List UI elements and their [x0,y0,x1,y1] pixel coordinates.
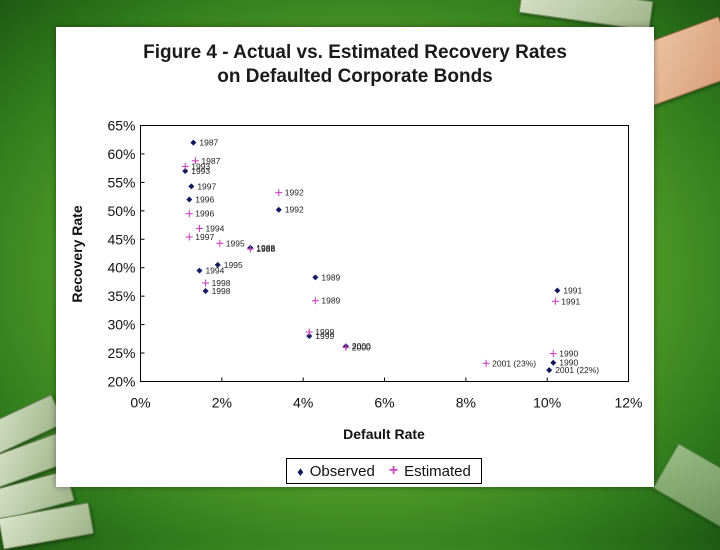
y-tick-label: 40% [107,260,135,276]
estimated-point [185,233,193,241]
observed-marker-icon: ♦ [297,463,304,479]
estimated-point [305,328,313,336]
observed-point-label: 1993 [191,166,210,176]
observed-point-label: 1999 [315,331,334,341]
estimated-point-label: 1987 [201,156,220,166]
y-tick-label: 65% [107,118,135,134]
y-axis-label: Recovery Rate [69,205,85,302]
observed-point-label: 1990 [559,358,578,368]
x-tick-label: 6% [374,395,394,411]
y-tick-label: 55% [107,174,135,190]
x-tick-label: 12% [614,395,642,411]
observed-point [190,139,197,146]
estimated-point [185,210,193,218]
estimated-point-label: 1988 [256,244,275,254]
observed-point [196,267,203,274]
scatter-chart: 20% 25% 30% 35% 40% 45% 50% 55% 60% 65% 0% 2% 4% 6% 8… [69,118,643,443]
estimated-point-label: 1992 [285,188,304,198]
y-axis-ticks: 20% 25% 30% 35% 40% 45% 50% 55% 60% 65% [107,118,145,390]
estimated-point-label: 1997 [195,232,214,242]
observed-point-label: 1997 [197,181,216,191]
estimated-point-label: 1990 [559,349,578,359]
estimated-point [202,279,210,287]
legend-item-estimated: + Estimated [389,462,471,480]
legend-item-observed: ♦ Observed [297,463,375,480]
estimated-point [216,239,224,247]
estimated-point-label: 2001 (23%) [492,358,536,368]
observed-point-label: 1998 [212,286,231,296]
chart-title: Figure 4 - Actual vs. Estimated Recovery… [56,41,654,89]
x-tick-label: 2% [212,395,232,411]
banknote-decoration [0,502,95,550]
y-tick-label: 30% [107,317,135,333]
observed-point [182,168,189,175]
observed-point [214,261,221,268]
estimated-point-label: 1998 [212,278,231,288]
observed-point-label: 1987 [199,138,218,148]
estimated-point-label: 1989 [321,296,340,306]
estimated-point-label: 1993 [191,161,210,171]
observed-point-label: 1992 [285,205,304,215]
observed-point [186,196,193,203]
x-tick-label: 0% [130,395,150,411]
x-axis-ticks: 0% 2% 4% 6% 8% 10% 12% [130,377,643,411]
observed-point-label: 2001 (22%) [555,365,599,375]
chart-title-line1: Figure 4 - Actual vs. Estimated Recovery… [143,42,567,63]
estimated-point [549,350,557,358]
estimated-point-label: 2000 [352,342,371,352]
estimated-point [342,343,350,351]
y-tick-label: 60% [107,146,135,162]
observed-point [546,367,553,374]
estimated-point [311,297,319,305]
x-tick-label: 10% [533,395,561,411]
estimated-point [195,224,203,232]
observed-point [188,183,195,190]
observed-point-label: 1996 [195,194,214,204]
observed-point-label: 1988 [256,243,275,253]
y-tick-label: 20% [107,374,135,390]
observed-point-label: 2000 [352,341,371,351]
estimated-point-label: 1999 [315,327,334,337]
observed-point-label: 1995 [224,260,243,270]
x-tick-label: 8% [456,395,476,411]
legend-label-observed: Observed [309,462,375,480]
estimated-point [275,189,283,197]
y-tick-label: 45% [107,231,135,247]
x-tick-label: 4% [293,395,313,411]
estimated-point [551,297,559,305]
observed-point-label: 1989 [321,272,340,282]
y-tick-label: 25% [107,345,135,361]
y-tick-label: 50% [107,203,135,219]
observed-point-label: 1991 [563,285,582,295]
estimated-point-label: 1995 [226,238,245,248]
estimated-point [482,359,490,367]
observed-point [202,288,209,295]
observed-point [306,332,313,339]
estimated-point-label: 1991 [561,296,580,306]
observed-point-label: 1994 [205,266,224,276]
y-tick-label: 35% [107,288,135,304]
observed-point [275,206,282,213]
banknote-decoration [652,442,720,530]
estimated-point-label: 1994 [205,223,224,233]
observed-point [312,274,319,281]
observed-point [554,287,561,294]
legend-label-estimated: Estimated [404,462,471,480]
x-axis-label: Default Rate [343,426,425,442]
estimated-point-label: 1996 [195,209,214,219]
chart-title-line2: on Defaulted Corporate Bonds [217,66,493,87]
estimated-point [181,162,189,170]
observed-point [550,359,557,366]
chart-legend: ♦ Observed + Estimated [286,458,482,484]
data-marks: 1987199319971996199219881995199419981989… [181,138,599,375]
estimated-marker-icon: + [388,462,399,479]
estimated-point [246,245,254,253]
estimated-point [191,157,199,165]
chart-panel: Figure 4 - Actual vs. Estimated Recovery… [56,27,654,487]
